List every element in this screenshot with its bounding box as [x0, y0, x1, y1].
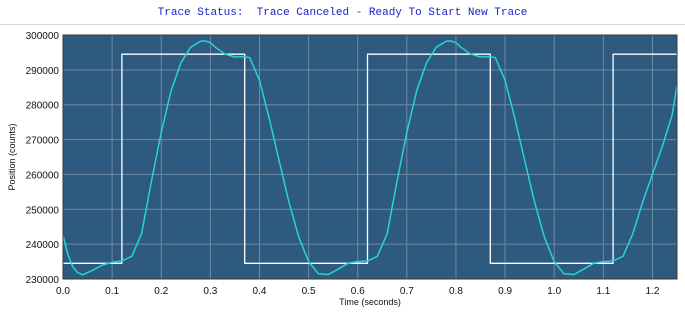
x-tick-label: 0.7: [400, 286, 414, 297]
x-tick-label: 0.0: [56, 286, 70, 297]
y-tick-label: 280000: [26, 101, 60, 112]
x-tick-label: 0.1: [105, 286, 119, 297]
y-tick-label: 230000: [26, 275, 60, 286]
series-group: [62, 40, 678, 276]
x-tick-label: 1.0: [547, 286, 561, 297]
x-tick-label: 1.2: [645, 286, 659, 297]
y-tick-label: 270000: [26, 136, 60, 147]
y-axis-ticks: 230000 240000 250000 260000 270000 280000 2900…: [26, 31, 60, 286]
x-tick-label: 0.4: [253, 286, 267, 297]
plot-area: [63, 35, 677, 279]
plot-frame: [62, 34, 678, 280]
x-tick-label: 0.3: [203, 286, 217, 297]
x-tick-label: 0.6: [351, 286, 365, 297]
grid-lines: [63, 35, 677, 279]
y-axis-label: Position (counts): [7, 123, 17, 190]
x-tick-label: 0.8: [449, 286, 463, 297]
x-tick-label: 1.1: [596, 286, 610, 297]
actual-position-line: [62, 40, 678, 276]
y-tick-label: 260000: [26, 170, 60, 181]
status-divider: [0, 24, 685, 25]
y-tick-label: 240000: [26, 240, 60, 251]
x-tick-label: 0.5: [302, 286, 316, 297]
trace-status-text: Trace Status: Trace Canceled - Ready To …: [157, 7, 528, 19]
y-tick-label: 300000: [26, 31, 60, 42]
command-position-line: [63, 53, 677, 264]
x-tick-label: 0.2: [154, 286, 168, 297]
x-axis-label: Time (seconds): [339, 297, 401, 307]
y-tick-label: 250000: [26, 205, 60, 216]
y-tick-label: 290000: [26, 66, 60, 77]
x-axis-ticks: 0.0 0.1 0.2 0.3 0.4 0.5 0.6 0.7 0.8 0.9 1.0 1.1 1.2: [56, 286, 660, 297]
x-tick-label: 0.9: [498, 286, 512, 297]
